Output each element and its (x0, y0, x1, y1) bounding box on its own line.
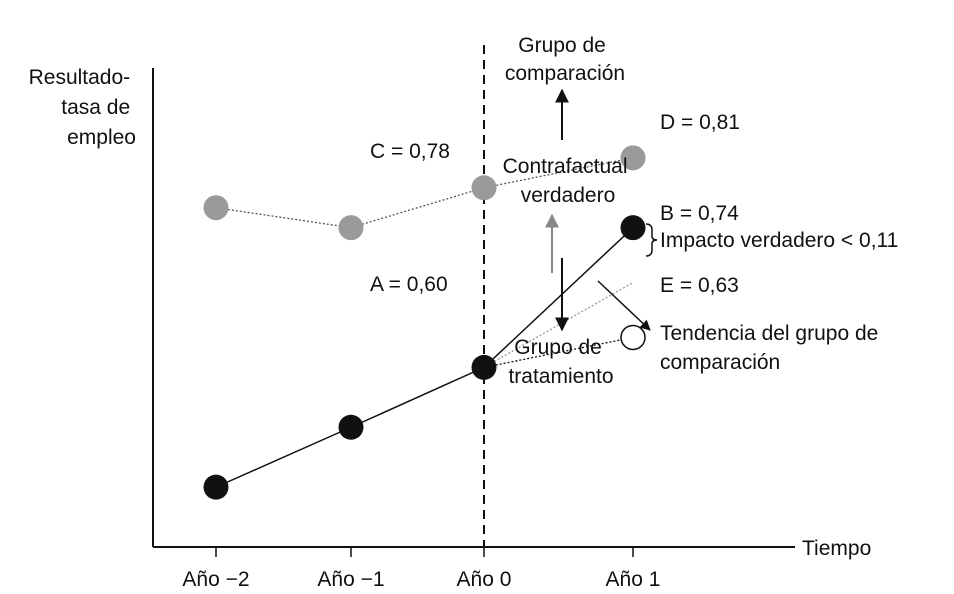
counterfactual-label: Contrafactual verdadero (503, 155, 634, 207)
x-tick-label: Año −2 (182, 568, 249, 591)
treatment-group-label: Grupo de tratamiento (508, 336, 613, 388)
treatment-point (338, 414, 364, 440)
trend-arrow (597, 280, 651, 331)
comparison-point (620, 145, 646, 171)
x-tick-label: Año 1 (606, 568, 661, 591)
trend-label: Tendencia del grupo de comparación (660, 322, 884, 374)
comparison-series-line (215, 157, 634, 229)
trend-line-to-e (483, 336, 634, 369)
comparison-point (471, 175, 497, 201)
counterfactual-point (620, 324, 646, 351)
treatment-point (620, 215, 646, 241)
y-axis-label: Resultado- tasa de empleo (29, 66, 136, 149)
comparison-group-label: Grupo de comparación (505, 34, 625, 85)
treatment-series-line (215, 227, 634, 488)
x-axis-label: Tiempo (802, 537, 871, 560)
point-label-a: A = 0,60 (370, 273, 448, 296)
impact-label: Impacto verdadero < 0,11 (660, 229, 898, 252)
treatment-point (203, 474, 229, 500)
impact-brace (645, 223, 658, 257)
treatment-point (471, 354, 497, 380)
comparison-point (203, 195, 229, 221)
x-tick-label: Año −1 (317, 568, 384, 591)
point-label-d: D = 0,81 (660, 111, 740, 134)
data-points (203, 145, 646, 500)
x-tick-label: Año 0 (457, 568, 512, 591)
point-label-b: B = 0,74 (660, 202, 739, 225)
comparison-point (338, 215, 364, 241)
x-tick-labels: Año −2 Año −1 Año 0 Año 1 (182, 568, 660, 591)
x-ticks (215, 547, 634, 557)
point-label-c: C = 0,78 (370, 140, 450, 163)
point-label-e: E = 0,63 (660, 274, 739, 297)
